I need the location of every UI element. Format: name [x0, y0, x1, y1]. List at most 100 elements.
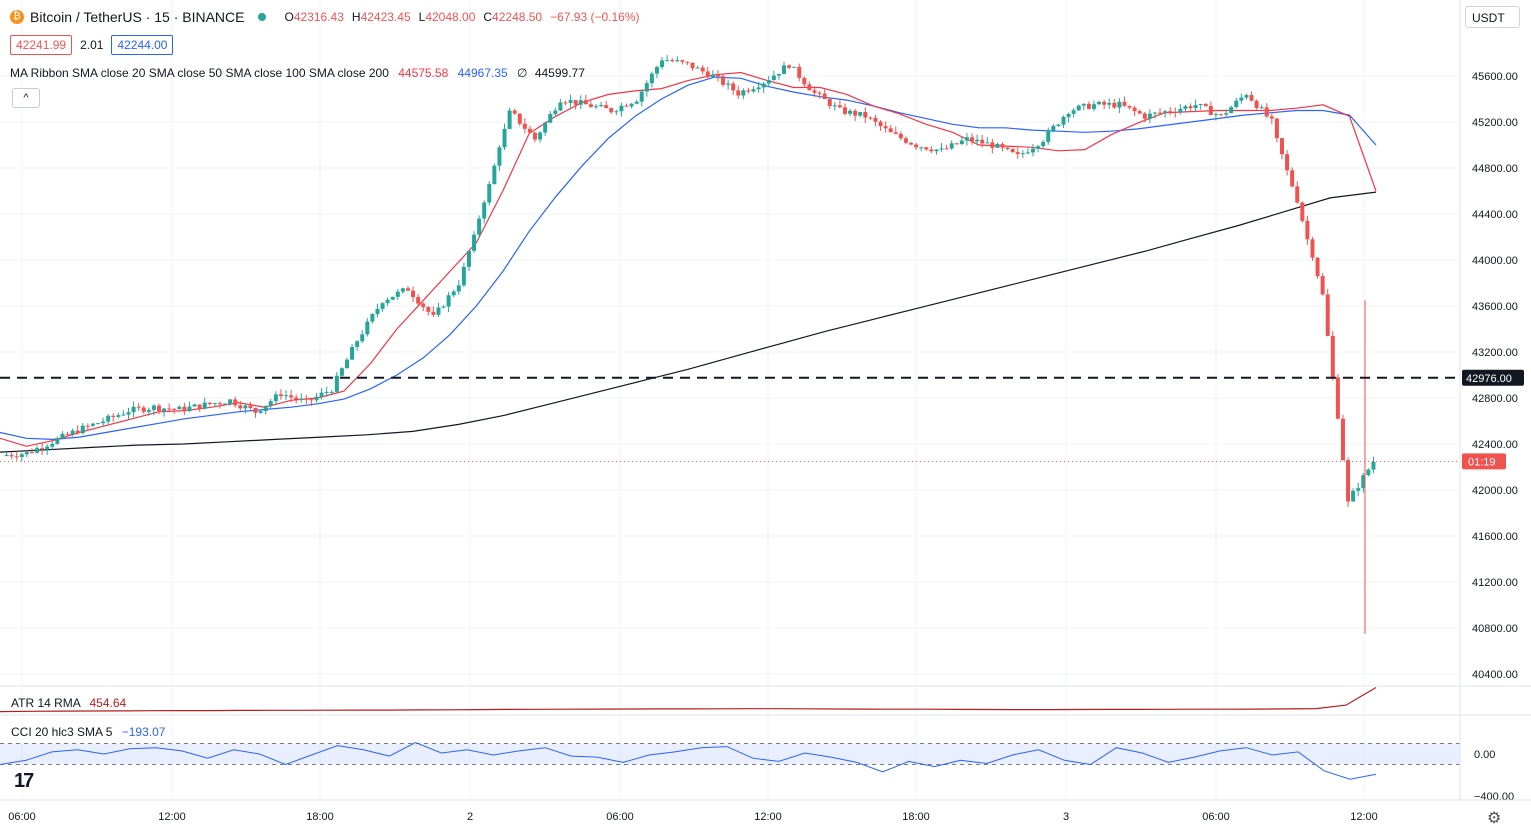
candle-body [644, 83, 649, 92]
candle-body [873, 117, 878, 122]
candle-body [141, 407, 146, 412]
candle-body [1366, 469, 1371, 476]
candle-body [24, 452, 29, 455]
symbol-header: ₿ Bitcoin / TetherUS · 15 · BINANCE O423… [10, 9, 640, 25]
candle-body [1279, 138, 1284, 155]
level-line[interactable] [0, 376, 1460, 462]
candle-body [9, 455, 14, 457]
candle-body [726, 83, 731, 85]
currency-selector[interactable]: USDT [1465, 6, 1520, 28]
candle-body [680, 60, 685, 62]
candle-body [959, 140, 964, 144]
countdown-label: 01:19 [1468, 456, 1496, 468]
candle-body [299, 398, 304, 400]
cci-value: −193.07 [121, 725, 166, 739]
candle-body [1010, 149, 1015, 153]
ma20-value: 44575.58 [398, 66, 449, 80]
candles [4, 55, 1376, 634]
collapse-legend-button[interactable]: ^ [12, 88, 40, 108]
candle-body [151, 405, 156, 410]
candle-body [558, 102, 563, 111]
ohlc-high: H42423.45 [351, 10, 411, 24]
candle-body [614, 111, 619, 113]
ma100-value: ∅ [517, 66, 528, 80]
price-axis[interactable]: 40400.00 40800.00 41200.00 41600.00 42000.00… [1459, 0, 1524, 803]
candle-body [1152, 112, 1157, 114]
candle-body [721, 76, 726, 85]
candle-body [1351, 490, 1356, 502]
candle-body [863, 111, 868, 118]
candle-body [304, 398, 309, 400]
candle-body [80, 425, 85, 434]
gear-icon[interactable]: ⚙ [1487, 810, 1502, 827]
candle-body [975, 139, 980, 142]
candle-body [101, 421, 106, 424]
cci-legend[interactable]: CCI 20 hlc3 SMA 5 −193.07 [11, 725, 165, 739]
cci-band [0, 743, 1460, 765]
tradingview-logo[interactable]: 17 [14, 770, 34, 792]
candle-body [426, 307, 431, 312]
candle-body [390, 296, 395, 300]
candle-body [131, 406, 136, 413]
candle-body [949, 143, 954, 149]
candle-body [294, 397, 299, 400]
candle-body [1234, 100, 1239, 108]
candle-body [741, 90, 746, 96]
moving-averages [0, 71, 1377, 453]
candle-body [1051, 125, 1056, 131]
candle-body [802, 77, 807, 85]
candle-body [1025, 152, 1030, 154]
candle-body [517, 113, 522, 124]
bid-price[interactable]: 42241.99 [10, 35, 73, 55]
candle-body [903, 138, 908, 143]
candle-body [65, 433, 70, 435]
candle-body [472, 234, 477, 251]
atr-legend[interactable]: ATR 14 RMA 454.64 [11, 696, 126, 710]
candle-body [832, 105, 837, 107]
ma50-line [0, 76, 1377, 441]
candle-body [1041, 141, 1046, 147]
candle-body [400, 288, 405, 292]
level-price-label: 42976.00 [1466, 373, 1512, 385]
candle-body [416, 297, 421, 304]
price-tick-label: 43600.00 [1472, 301, 1518, 313]
candle-body [1244, 95, 1249, 98]
candle-body [1203, 104, 1208, 107]
candle-body [1305, 220, 1310, 240]
ohlc-open: O42316.43 [284, 10, 344, 24]
candle-body [700, 67, 705, 72]
candle-body [609, 108, 614, 113]
atr-path [0, 686, 1377, 713]
candle-body [563, 102, 568, 104]
candle-body [1020, 153, 1025, 155]
candle-body [1158, 112, 1163, 114]
candle-body [553, 110, 558, 114]
symbol-title[interactable]: Bitcoin / TetherUS · 15 · BINANCE [30, 9, 245, 25]
candle-body [715, 74, 720, 77]
candle-body [55, 438, 60, 444]
ma-ribbon-legend[interactable]: MA Ribbon SMA close 20 SMA close 50 SMA … [10, 66, 585, 80]
candle-body [634, 101, 639, 104]
candle-body [1340, 418, 1345, 461]
candle-body [883, 126, 888, 129]
candle-body [421, 303, 426, 308]
candle-body [990, 142, 995, 148]
candle-body [1310, 239, 1315, 258]
ask-price[interactable]: 42244.00 [111, 35, 174, 55]
candle-body [893, 132, 898, 134]
cci-tick-label: −400.00 [1474, 791, 1514, 803]
price-tick-label: 45200.00 [1472, 117, 1518, 129]
candle-body [238, 405, 243, 409]
candle-body [202, 402, 207, 409]
candle-body [45, 446, 50, 450]
candle-body [461, 266, 466, 286]
candle-body [888, 128, 893, 133]
time-tick-label: 06:00 [606, 811, 634, 823]
candle-body [1285, 154, 1290, 171]
candle-body [792, 66, 797, 68]
candle-body [787, 65, 792, 68]
candle-body [1264, 107, 1269, 117]
time-axis[interactable]: 06:00 12:00 18:00 2 06:00 12:00 18:00 3 06:00 12:… [0, 799, 1531, 823]
candle-body [207, 402, 212, 405]
